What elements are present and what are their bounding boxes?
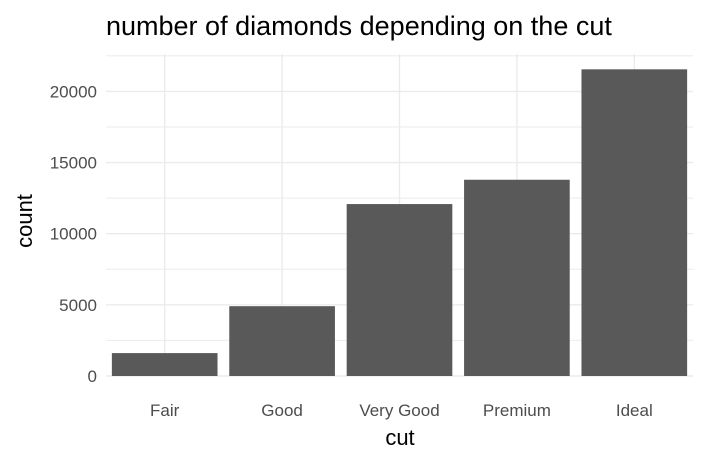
bar-premium — [464, 179, 570, 376]
bar-very-good — [346, 204, 453, 376]
x-tick-labels: Fair Good Very Good Premium Ideal — [150, 401, 653, 420]
chart-title: number of diamonds depending on the cut — [106, 11, 612, 41]
y-tick-labels: 0 5000 10000 15000 20000 — [50, 82, 97, 386]
y-tick-label: 5000 — [59, 296, 97, 315]
x-tick-label: Good — [261, 401, 303, 420]
bar-layer — [111, 69, 688, 377]
x-tick-label: Premium — [483, 401, 551, 420]
bar-good — [229, 306, 335, 376]
x-axis-title: cut — [385, 425, 414, 450]
y-tick-label: 15000 — [50, 154, 97, 173]
x-tick-label: Fair — [150, 401, 180, 420]
y-axis-title: count — [12, 194, 37, 248]
bar-fair — [111, 353, 218, 376]
y-tick-label: 10000 — [50, 225, 97, 244]
y-tick-label: 20000 — [50, 82, 97, 101]
bar-ideal — [581, 69, 688, 377]
x-tick-label: Very Good — [359, 401, 439, 420]
y-tick-label: 0 — [88, 367, 97, 386]
x-tick-label: Ideal — [616, 401, 653, 420]
